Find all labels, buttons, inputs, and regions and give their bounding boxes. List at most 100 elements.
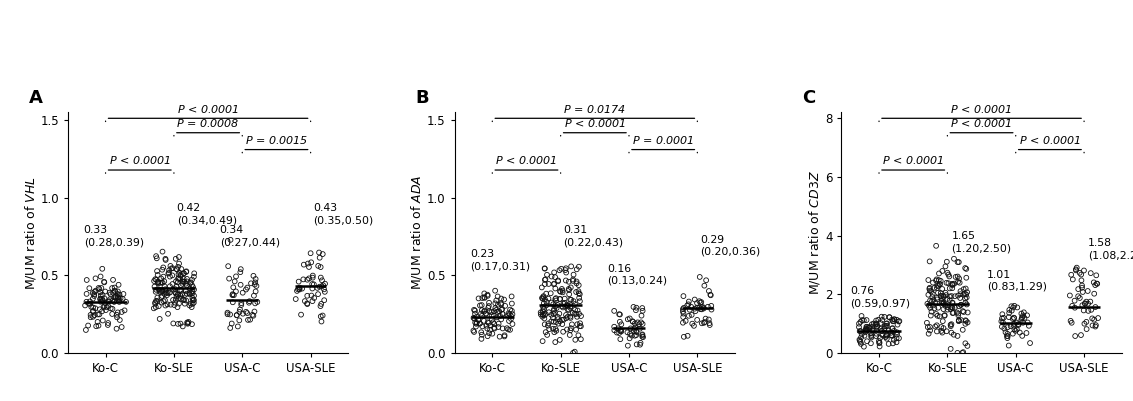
Point (495, 296, 513, 303)
Point (489, 324, 508, 330)
Point (91, 311, 109, 318)
Point (1010, 321, 1028, 327)
Point (954, 292, 972, 298)
Point (536, 296, 554, 303)
Point (179, 319, 197, 325)
Point (170, 275, 188, 281)
Point (145, 278, 163, 284)
Point (536, 265, 554, 271)
Point (296, 298, 314, 304)
Point (482, 322, 500, 329)
Point (165, 302, 184, 308)
Point (153, 267, 171, 273)
Point (313, 277, 331, 284)
Point (487, 307, 505, 313)
Point (534, 314, 552, 320)
Point (884, 340, 902, 346)
Point (90, 322, 108, 329)
Point (245, 312, 263, 319)
Point (298, 293, 316, 299)
Point (867, 333, 885, 339)
Point (955, 291, 973, 297)
Point (110, 299, 128, 305)
Point (921, 258, 939, 265)
Point (692, 320, 710, 326)
Point (146, 276, 164, 282)
Point (674, 293, 692, 299)
Point (111, 295, 129, 302)
Point (148, 272, 167, 278)
Point (552, 265, 570, 272)
Point (94, 317, 112, 324)
Point (103, 306, 121, 312)
Point (927, 300, 945, 306)
Point (951, 295, 969, 301)
Point (927, 311, 945, 317)
Point (861, 324, 879, 331)
Point (920, 286, 938, 292)
Point (1019, 319, 1037, 326)
Point (888, 329, 906, 336)
Point (621, 331, 639, 337)
Point (160, 267, 178, 273)
Point (315, 297, 333, 304)
Point (701, 292, 719, 298)
Point (555, 296, 573, 302)
Point (148, 294, 167, 301)
Point (241, 316, 259, 323)
Point (863, 327, 881, 333)
Point (1013, 315, 1031, 322)
Point (546, 326, 564, 332)
Point (219, 263, 237, 269)
Point (945, 255, 963, 262)
Point (162, 265, 180, 271)
Point (864, 320, 883, 327)
Text: $P$ < 0.0001: $P$ < 0.0001 (177, 103, 239, 115)
Point (928, 294, 946, 301)
Point (171, 276, 189, 282)
Point (536, 321, 554, 328)
Point (938, 259, 956, 265)
Point (475, 294, 493, 300)
Point (1062, 271, 1080, 278)
Point (923, 298, 942, 304)
Point (174, 296, 193, 303)
Point (308, 285, 326, 291)
Point (872, 328, 891, 334)
Point (182, 282, 201, 288)
Point (701, 292, 719, 298)
Point (102, 305, 120, 312)
Point (246, 308, 264, 315)
Point (304, 298, 322, 304)
Point (851, 328, 869, 334)
Point (228, 312, 246, 318)
Point (1074, 289, 1092, 295)
Point (858, 324, 876, 330)
Text: 0.23
(0.17,0.31): 0.23 (0.17,0.31) (470, 249, 530, 271)
Point (86, 288, 104, 294)
Point (233, 290, 252, 296)
Point (931, 293, 949, 299)
Point (472, 310, 491, 317)
Point (156, 287, 174, 294)
Point (864, 327, 883, 334)
Text: $P$ < 0.0001: $P$ < 0.0001 (951, 117, 1013, 129)
Point (163, 281, 181, 287)
Point (1063, 320, 1081, 326)
Point (612, 328, 630, 334)
Point (84, 308, 102, 315)
Point (550, 316, 568, 322)
Point (1071, 269, 1089, 276)
Point (888, 331, 906, 338)
Point (95, 295, 113, 302)
Point (571, 298, 589, 304)
Point (953, 350, 971, 356)
Point (492, 301, 510, 308)
Point (535, 315, 553, 322)
Point (177, 268, 195, 275)
Point (310, 284, 329, 290)
Point (1085, 290, 1104, 297)
Point (93, 296, 111, 302)
Point (921, 324, 939, 330)
Point (185, 270, 203, 277)
